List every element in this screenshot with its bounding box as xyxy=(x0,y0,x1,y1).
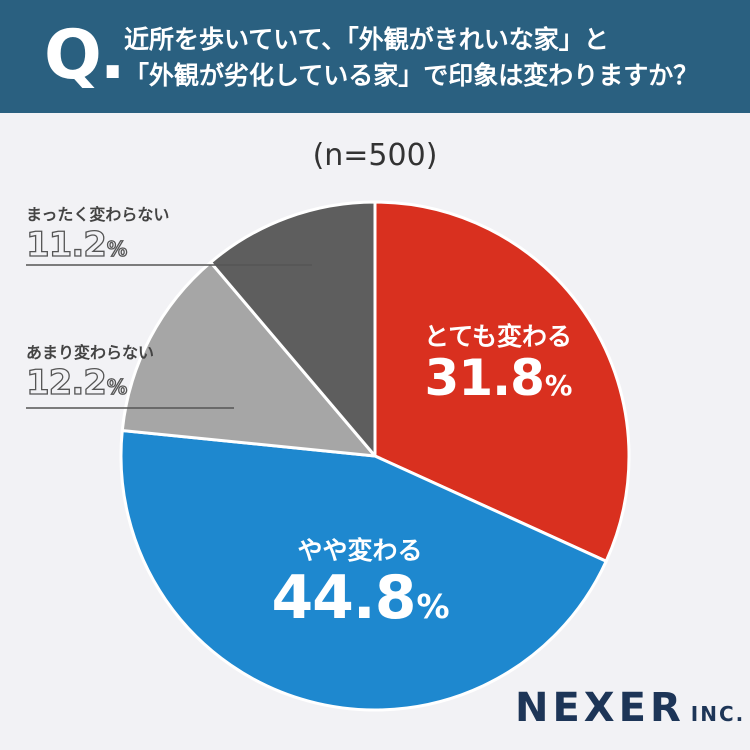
slice-pct-not-much: 12.2% xyxy=(25,362,128,403)
pie-chart: (n=500) とても変わる 31.8% やや変わる 44.8% あまり変わらな… xyxy=(0,113,750,750)
question-header: Q. 近所を歩いていて、「外観がきれいな家」と 「外観が劣化している家」で印象は… xyxy=(0,0,750,113)
slice-pct-somewhat: 44.8% xyxy=(250,563,470,633)
slice-pct-not-much-unit: % xyxy=(106,374,128,399)
sample-size: (n=500) xyxy=(312,138,438,173)
question-text: 近所を歩いていて、「外観がきれいな家」と 「外観が劣化している家」で印象は変わり… xyxy=(124,22,734,94)
slice-pct-somewhat-value: 44.8 xyxy=(271,563,416,633)
logo-main: NEXER xyxy=(515,685,685,731)
slice-pct-not-at-all: 11.2% xyxy=(25,224,128,265)
logo-sub: INC. xyxy=(690,702,746,726)
question-mark: Q. xyxy=(44,16,126,95)
nexer-logo: NEXER INC. xyxy=(515,685,745,731)
slice-pct-very-value: 31.8 xyxy=(424,349,545,407)
slice-pct-very-unit: % xyxy=(544,370,573,402)
slice-label-somewhat: やや変わる xyxy=(297,536,423,565)
question-line-1: 近所を歩いていて、「外観がきれいな家」と xyxy=(124,25,609,54)
slice-very xyxy=(373,200,631,563)
slice-pct-very: 31.8% xyxy=(398,349,598,407)
slice-somewhat xyxy=(119,429,608,712)
slice-pct-not-at-all-unit: % xyxy=(106,236,128,261)
slice-pct-somewhat-unit: % xyxy=(416,587,449,626)
slice-pct-not-at-all-value: 11.2 xyxy=(25,224,107,265)
pie-svg xyxy=(26,200,631,712)
slice-label-very: とても変わる xyxy=(423,322,572,351)
slice-label-not-at-all: まったく変わらない xyxy=(26,205,170,224)
slice-label-not-much: あまり変わらない xyxy=(26,343,155,362)
question-line-2: 「外観が劣化している家」で印象は変わりますか？ xyxy=(124,61,699,90)
slice-pct-not-much-value: 12.2 xyxy=(25,362,107,403)
